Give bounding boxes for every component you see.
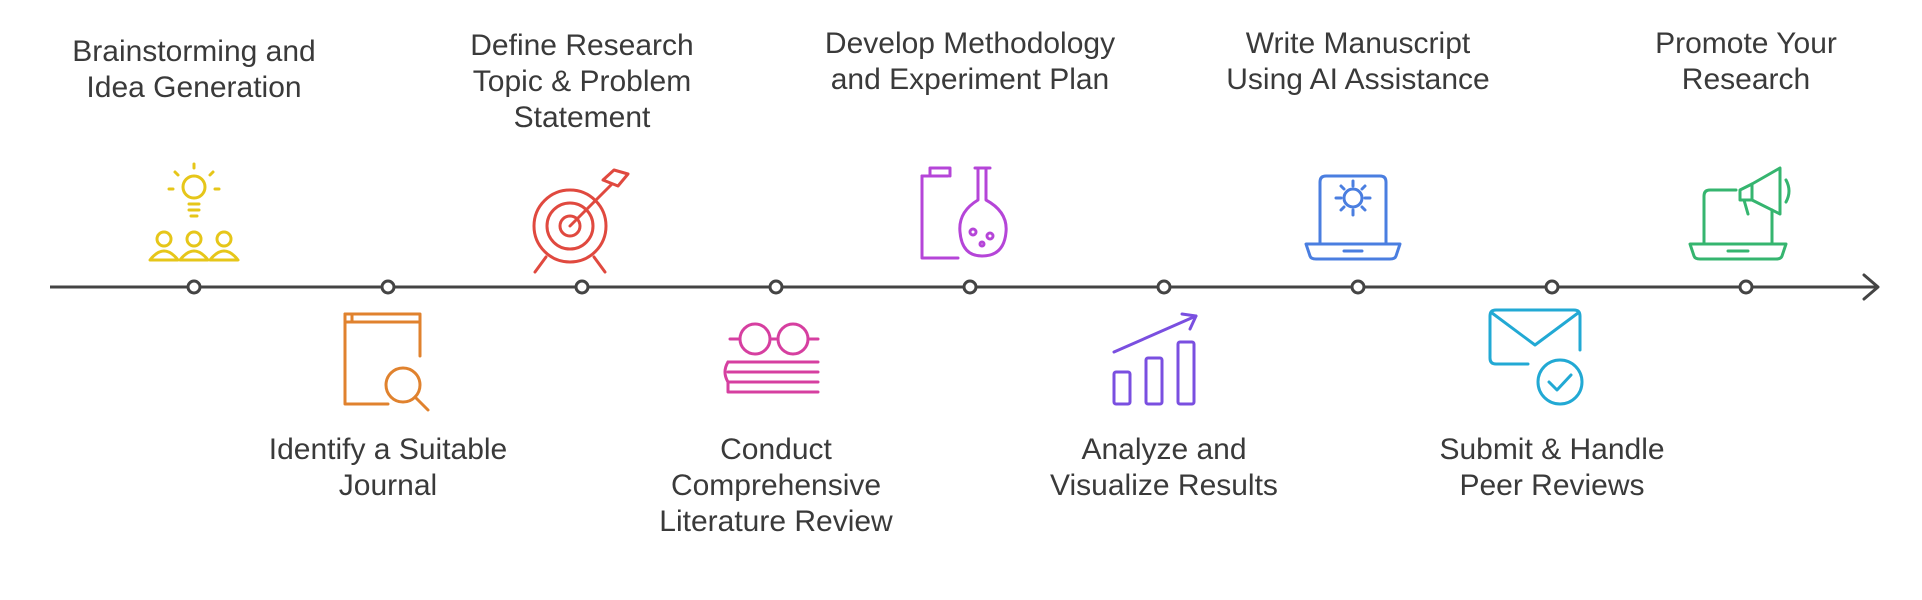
bar-chart-trend-icon (1112, 312, 1198, 406)
step-label-1: Brainstorming and Idea Generation (72, 35, 316, 104)
step-label-8: Submit & Handle Peer Reviews (1439, 433, 1665, 502)
timeline-node-6 (1156, 279, 1172, 295)
timeline-node-3 (574, 279, 590, 295)
timeline-node-7 (1350, 279, 1366, 295)
timeline-node-5 (962, 279, 978, 295)
book-search-icon (343, 312, 430, 412)
laptop-megaphone-icon (1688, 166, 1791, 261)
step-label-3: Define Research Topic & Problem Statemen… (470, 29, 694, 134)
timeline-node-9 (1738, 279, 1754, 295)
step-label-7: Write Manuscript Using AI Assistance (1226, 27, 1490, 96)
envelope-check-icon (1488, 308, 1584, 406)
glasses-books-icon (723, 322, 820, 394)
lab-flask-icon (920, 166, 1008, 260)
timeline-arrowhead (1862, 273, 1880, 301)
timeline-node-2 (380, 279, 396, 295)
timeline-node-1 (186, 279, 202, 295)
timeline-node-4 (768, 279, 784, 295)
target-arrow-icon (532, 168, 630, 274)
step-label-9: Promote Your Research (1655, 27, 1837, 96)
timeline-node-8 (1544, 279, 1560, 295)
step-label-6: Analyze and Visualize Results (1050, 433, 1278, 502)
step-label-2: Identify a Suitable Journal (268, 433, 508, 502)
brainstorm-people-icon (148, 162, 240, 262)
laptop-gear-icon (1304, 174, 1402, 261)
step-label-5: Develop Methodology and Experiment Plan (824, 27, 1116, 96)
step-label-4: Conduct Comprehensive Literature Review (659, 433, 893, 538)
